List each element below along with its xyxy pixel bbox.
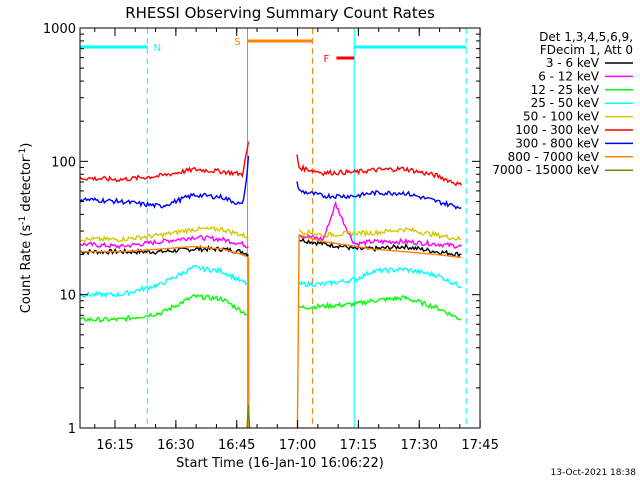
series-line-25-50-kev [79,264,249,299]
series-line-12-25-kev [79,293,249,324]
x-tick-label: 17:15 [340,438,377,453]
series-line-12-25-kev [298,294,462,321]
series-line-50-100-kev [79,225,249,243]
legend-label: 25 - 50 keV [531,96,600,110]
flag-label-f: F [324,54,330,65]
series-line-300-800-kev [79,155,250,209]
footer-timestamp: 13-Oct-2021 18:38 [551,468,637,478]
y-tick-label: 10 [59,289,76,304]
legend-header-1: Det 1,3,4,5,6,9, [539,30,633,44]
flag-label-n: N [154,43,161,54]
series-line-3-6-kev [79,244,249,258]
x-tick-label: 17:00 [279,438,316,453]
legend-label: 7000 - 15000 keV [492,163,599,177]
chart-title: RHESSI Observing Summary Count Rates [125,4,435,22]
y-axis-ticks: 1 10 100 1000 [43,22,480,437]
series-line-50-100-kev [298,226,462,241]
x-axis-label: Start Time (16-Jan-10 16:06:22) [176,456,384,471]
x-tick-label: 17:45 [461,438,498,453]
x-tick-label: 16:30 [157,438,194,453]
series-line-25-50-kev [298,266,462,289]
y-tick-label: 1000 [43,22,76,37]
y-tick-label: 1 [68,422,76,437]
legend-label: 300 - 800 keV [515,136,599,150]
x-tick-label: 17:30 [401,438,438,453]
series-line-7000-15000-kev [246,404,251,429]
legend-label: 50 - 100 keV [523,110,600,124]
y-tick-label: 100 [51,155,76,170]
y-axis-label: Count Rate (s-1 detector-1) [18,143,34,314]
x-tick-label: 16:45 [218,438,255,453]
flag-label-s: S [234,37,240,48]
legend: Det 1,3,4,5,6,9, FDecim 1, Att 0 3 - 6 k… [492,30,633,177]
series-line-6-12-kev [79,234,249,250]
series-line-800-7000-kev [80,245,250,429]
legend-label: 6 - 12 keV [538,69,600,83]
series-line-100-300-kev [296,154,462,187]
legend-label: 3 - 6 keV [546,56,600,70]
series-line-800-7000-kev [296,234,462,429]
series-line-100-300-kev [79,141,250,183]
plot-frame [79,27,481,429]
series-line-300-800-kev [296,181,462,210]
legend-label: 800 - 7000 keV [508,150,600,164]
x-axis-ticks: 16:15 16:30 16:45 17:00 17:15 17:30 17:45 [94,28,499,453]
series-line-6-12-kev [298,200,462,249]
series-layer [79,141,462,429]
flags-layer: N S F [79,28,467,428]
legend-header-2: FDecim 1, Att 0 [540,43,633,57]
legend-label: 100 - 300 keV [515,123,599,137]
x-tick-label: 16:15 [96,438,133,453]
legend-label: 12 - 25 keV [531,83,600,97]
series-line-3-6-kev [298,237,462,259]
